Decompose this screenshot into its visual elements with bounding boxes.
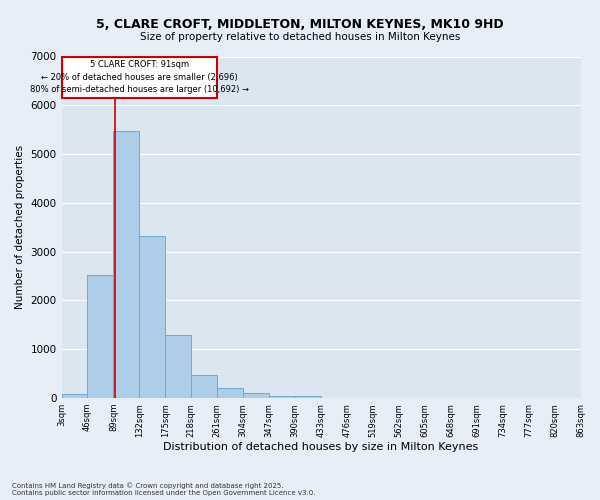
Text: Size of property relative to detached houses in Milton Keynes: Size of property relative to detached ho…	[140, 32, 460, 42]
Bar	[62, 56, 217, 98]
Text: Contains HM Land Registry data © Crown copyright and database right 2025.: Contains HM Land Registry data © Crown c…	[12, 482, 284, 489]
Text: 5, CLARE CROFT, MIDDLETON, MILTON KEYNES, MK10 9HD: 5, CLARE CROFT, MIDDLETON, MILTON KEYNES…	[96, 18, 504, 30]
Bar	[295, 396, 321, 398]
Bar	[269, 396, 295, 398]
Bar	[217, 388, 243, 398]
Bar	[88, 275, 113, 398]
Bar	[139, 236, 166, 398]
Bar	[166, 335, 191, 398]
Bar	[62, 394, 88, 398]
Bar	[191, 374, 217, 398]
Y-axis label: Number of detached properties: Number of detached properties	[15, 145, 25, 310]
Text: Contains public sector information licensed under the Open Government Licence v3: Contains public sector information licen…	[12, 490, 316, 496]
X-axis label: Distribution of detached houses by size in Milton Keynes: Distribution of detached houses by size …	[163, 442, 479, 452]
Bar	[243, 394, 269, 398]
Text: 5 CLARE CROFT: 91sqm
← 20% of detached houses are smaller (2,696)
80% of semi-de: 5 CLARE CROFT: 91sqm ← 20% of detached h…	[30, 60, 249, 94]
Bar	[113, 130, 139, 398]
